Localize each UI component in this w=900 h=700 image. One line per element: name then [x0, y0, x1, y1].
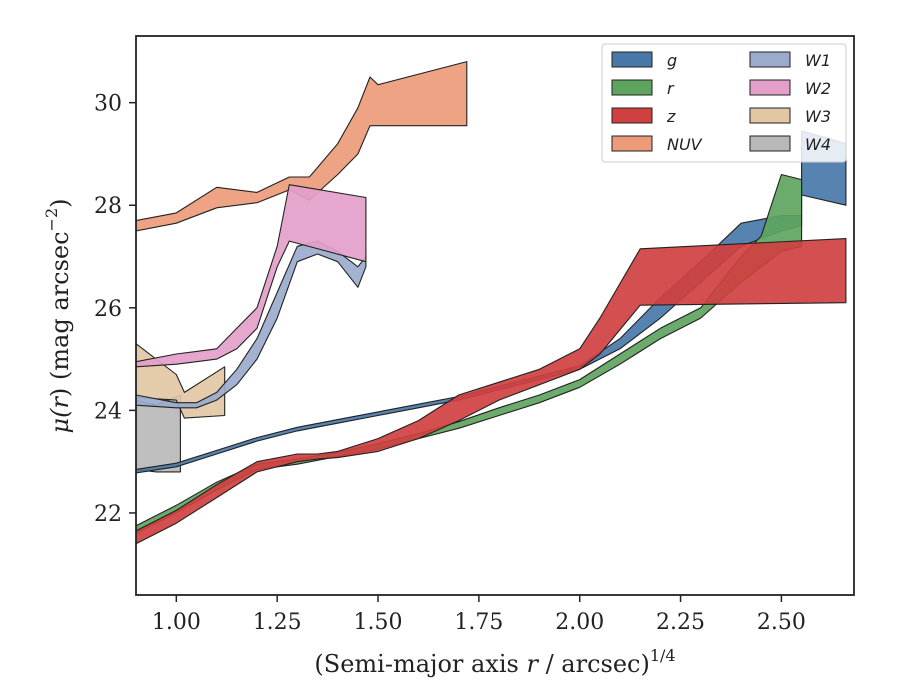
legend-label-w3: W3 [805, 107, 831, 126]
legend-frame [601, 43, 847, 163]
legend-label-w4: W4 [805, 135, 831, 154]
legend-label-r: r [667, 79, 675, 98]
x-tick-label: 1.25 [253, 610, 302, 635]
x-tick-label: 1.75 [454, 610, 503, 635]
x-tick-label: 1.50 [354, 610, 403, 635]
legend-swatch-w1 [749, 51, 791, 68]
x-tick-label: 2.00 [555, 610, 604, 635]
legend-swatch-g [611, 51, 653, 68]
band-z [136, 238, 847, 545]
y-tick-label: 30 [94, 92, 122, 117]
y-tick-label: 28 [94, 194, 122, 219]
x-axis: 1.00 1.25 1.50 1.75 2.00 2.25 2.50 [152, 595, 806, 635]
legend-label-w1: W1 [805, 51, 831, 70]
legend-swatch-w2 [749, 79, 791, 96]
legend-label-nuv: NUV [667, 135, 703, 154]
bands-group [136, 61, 847, 545]
legend-swatch-z [611, 107, 653, 124]
legend-swatch-r [611, 79, 653, 96]
legend-swatch-w3 [749, 107, 791, 124]
y-axis: 22 24 26 28 30 [94, 92, 136, 527]
band-nuv [136, 61, 468, 232]
band-w2 [136, 184, 367, 368]
plot-frame [135, 35, 855, 596]
legend-swatch-w4 [749, 135, 791, 152]
y-axis-label: μ(r) (mag arcsec−2) [42, 198, 74, 433]
y-tick-label: 22 [94, 502, 122, 527]
legend-swatch-nuv [611, 135, 653, 152]
legend: grz NUV W1 W2 W3 W4 [601, 43, 847, 163]
y-tick-label: 24 [94, 399, 122, 424]
x-axis-label: (Semi-major axis r / arcsec)1/4 [314, 646, 675, 678]
x-tick-label: 2.25 [656, 610, 705, 635]
x-tick-label: 1.00 [152, 610, 201, 635]
x-tick-label: 2.50 [757, 610, 806, 635]
legend-label-w2: W2 [805, 79, 831, 98]
legend-label-z: z [666, 107, 676, 126]
legend-label-g: g [667, 51, 677, 70]
y-tick-label: 26 [94, 297, 122, 322]
